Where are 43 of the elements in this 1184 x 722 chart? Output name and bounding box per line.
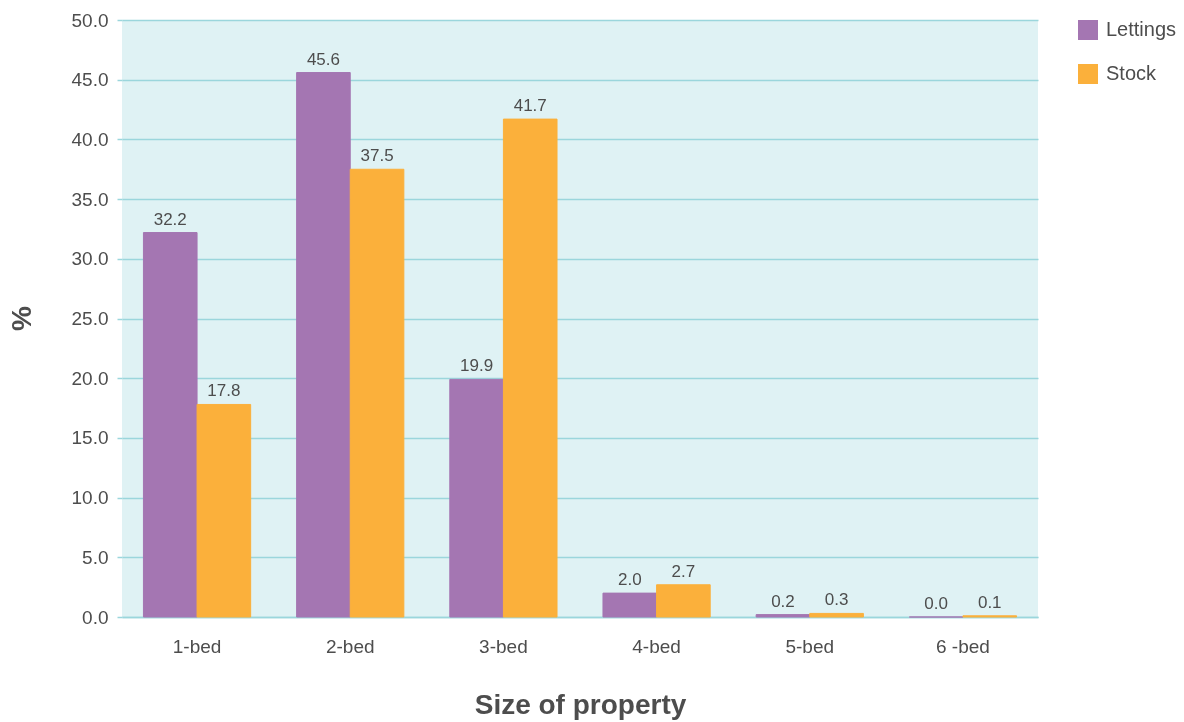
data-label: 45.6 [306, 49, 340, 69]
data-label: 0.0 [924, 594, 948, 613]
legend-label: Lettings [1106, 18, 1177, 40]
bar [502, 118, 558, 618]
x-tick-label: 1-bed [172, 635, 222, 657]
y-tick-label: 25.0 [71, 308, 109, 329]
data-label: 32.2 [153, 209, 187, 229]
y-tick-label: 50.0 [71, 9, 109, 31]
data-label: 2.7 [671, 561, 696, 581]
y-tick-label: 15.0 [71, 427, 109, 449]
y-tick-label: 0.0 [82, 606, 109, 628]
x-tick-label: 6 -bed [936, 635, 990, 657]
y-tick-label: 5.0 [82, 546, 109, 568]
x-tick-label: 3-bed [479, 635, 528, 657]
data-label: 2.0 [617, 570, 642, 590]
bar [656, 584, 711, 618]
data-label: 0.2 [771, 591, 795, 611]
bar [142, 232, 198, 618]
x-tick-label: 4-bed [632, 635, 681, 657]
bar [349, 168, 405, 618]
bar [755, 614, 811, 618]
y-tick-label: 45.0 [71, 69, 109, 91]
y-tick-label: 35.0 [71, 188, 109, 210]
data-label: 0.1 [977, 592, 1002, 612]
y-tick-label: 20.0 [71, 367, 109, 389]
data-label: 41.7 [513, 96, 547, 116]
y-tick-label: 10.0 [71, 487, 109, 509]
data-label: 37.5 [360, 146, 394, 166]
x-axis-title: Size of property [474, 688, 687, 720]
y-axis-title: % [5, 305, 37, 331]
data-label: 19.9 [460, 356, 494, 376]
bar [602, 592, 658, 618]
bar [809, 612, 864, 618]
legend-label: Stock [1106, 62, 1158, 84]
x-tick-label: 2-bed [325, 635, 375, 657]
y-tick-label: 40.0 [71, 128, 109, 150]
x-tick-label: 5-bed [785, 635, 835, 657]
data-label: 0.3 [824, 590, 849, 610]
data-label: 17.8 [207, 381, 241, 401]
bar [449, 378, 504, 618]
bar [296, 72, 351, 618]
bar [196, 403, 252, 618]
y-tick-label: 30.0 [71, 248, 109, 270]
